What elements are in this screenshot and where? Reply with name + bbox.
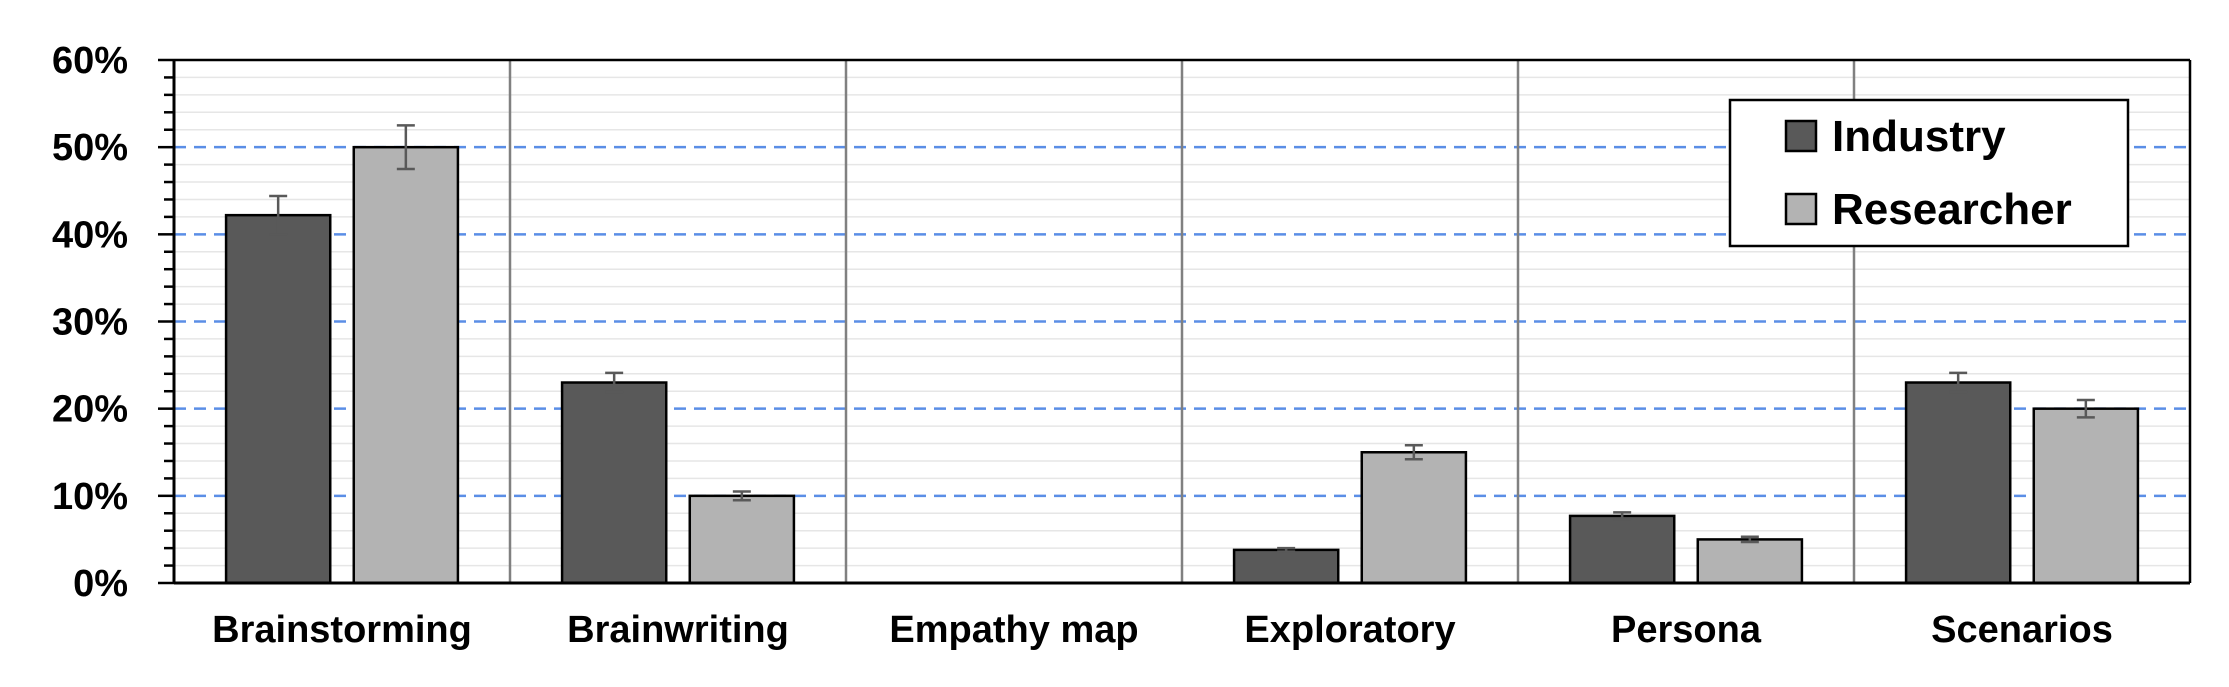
x-axis-label: Brainstorming	[212, 609, 472, 651]
y-tick-label: 60%	[52, 40, 128, 82]
y-tick-label: 0%	[73, 563, 128, 605]
x-axis-label: Empathy map	[889, 609, 1138, 651]
legend-label-researcher: Researcher	[1832, 185, 2072, 234]
y-tick-label: 30%	[52, 302, 128, 344]
x-axis-label: Brainwriting	[567, 609, 789, 651]
x-axis-label: Scenarios	[1931, 609, 2113, 651]
bar-researcher-persona	[1696, 538, 1804, 585]
x-axis-label: Persona	[1611, 609, 1762, 651]
bars-group	[224, 145, 2140, 585]
bar-industry-persona	[1568, 514, 1676, 585]
bar-industry-scenarios	[1904, 381, 2012, 585]
y-tick-label: 50%	[52, 127, 128, 169]
legend-label-industry: Industry	[1832, 112, 2006, 161]
bar-researcher-exploratory	[1360, 451, 1468, 585]
bar-researcher-scenarios	[2032, 407, 2140, 585]
bar-industry-brainwriting	[560, 381, 668, 585]
y-tick-label: 20%	[52, 389, 128, 431]
x-axis-label: Exploratory	[1244, 609, 1455, 651]
legend-swatch-industry	[1784, 119, 1818, 153]
x-axis-labels: Brainstorming Brainwriting Empathy map Expl…	[212, 609, 2113, 651]
bar-industry-brainstorming	[224, 213, 332, 585]
y-tick-label: 10%	[52, 476, 128, 518]
y-tick-label: 40%	[52, 214, 128, 256]
bar-industry-exploratory	[1232, 548, 1340, 585]
error-bars-group	[269, 124, 2095, 553]
legend: Industry Researcher	[1728, 98, 2130, 248]
y-axis-ticks: 0% 10% 20% 30% 40% 50% 60%	[52, 40, 174, 605]
bar-researcher-brainstorming	[352, 145, 460, 585]
legend-swatch-researcher	[1784, 192, 1818, 226]
bar-researcher-brainwriting	[688, 494, 796, 585]
category-separators	[508, 60, 1856, 583]
